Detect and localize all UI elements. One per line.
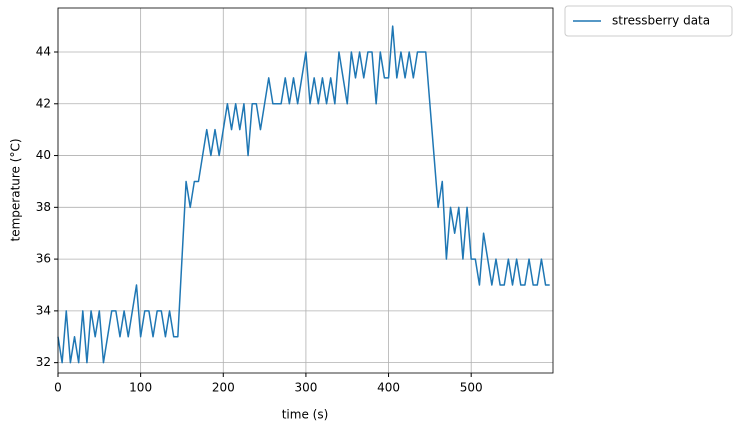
x-tick-label: 0 [54, 381, 62, 395]
y-tick-label: 38 [36, 200, 51, 214]
x-tick-label: 200 [212, 381, 235, 395]
legend-box [564, 5, 733, 37]
line-series [57, 25, 550, 364]
plot-frame [57, 7, 554, 374]
y-tick-label: 32 [36, 355, 51, 369]
y-tick-label: 42 [36, 96, 51, 110]
legend-label: stressberry data [612, 14, 710, 28]
y-tick-label: 40 [36, 148, 51, 162]
x-tick-label: 300 [294, 381, 317, 395]
x-axis-label: time (s) [282, 408, 329, 422]
x-tick-label: 500 [460, 381, 483, 395]
y-tick-label: 44 [36, 45, 51, 59]
y-axis-label: temperature (°C) [9, 139, 23, 242]
x-tick-label: 400 [377, 381, 400, 395]
x-tick-label: 100 [129, 381, 152, 395]
y-tick-label: 36 [36, 252, 51, 266]
y-tick-label: 34 [36, 303, 51, 317]
